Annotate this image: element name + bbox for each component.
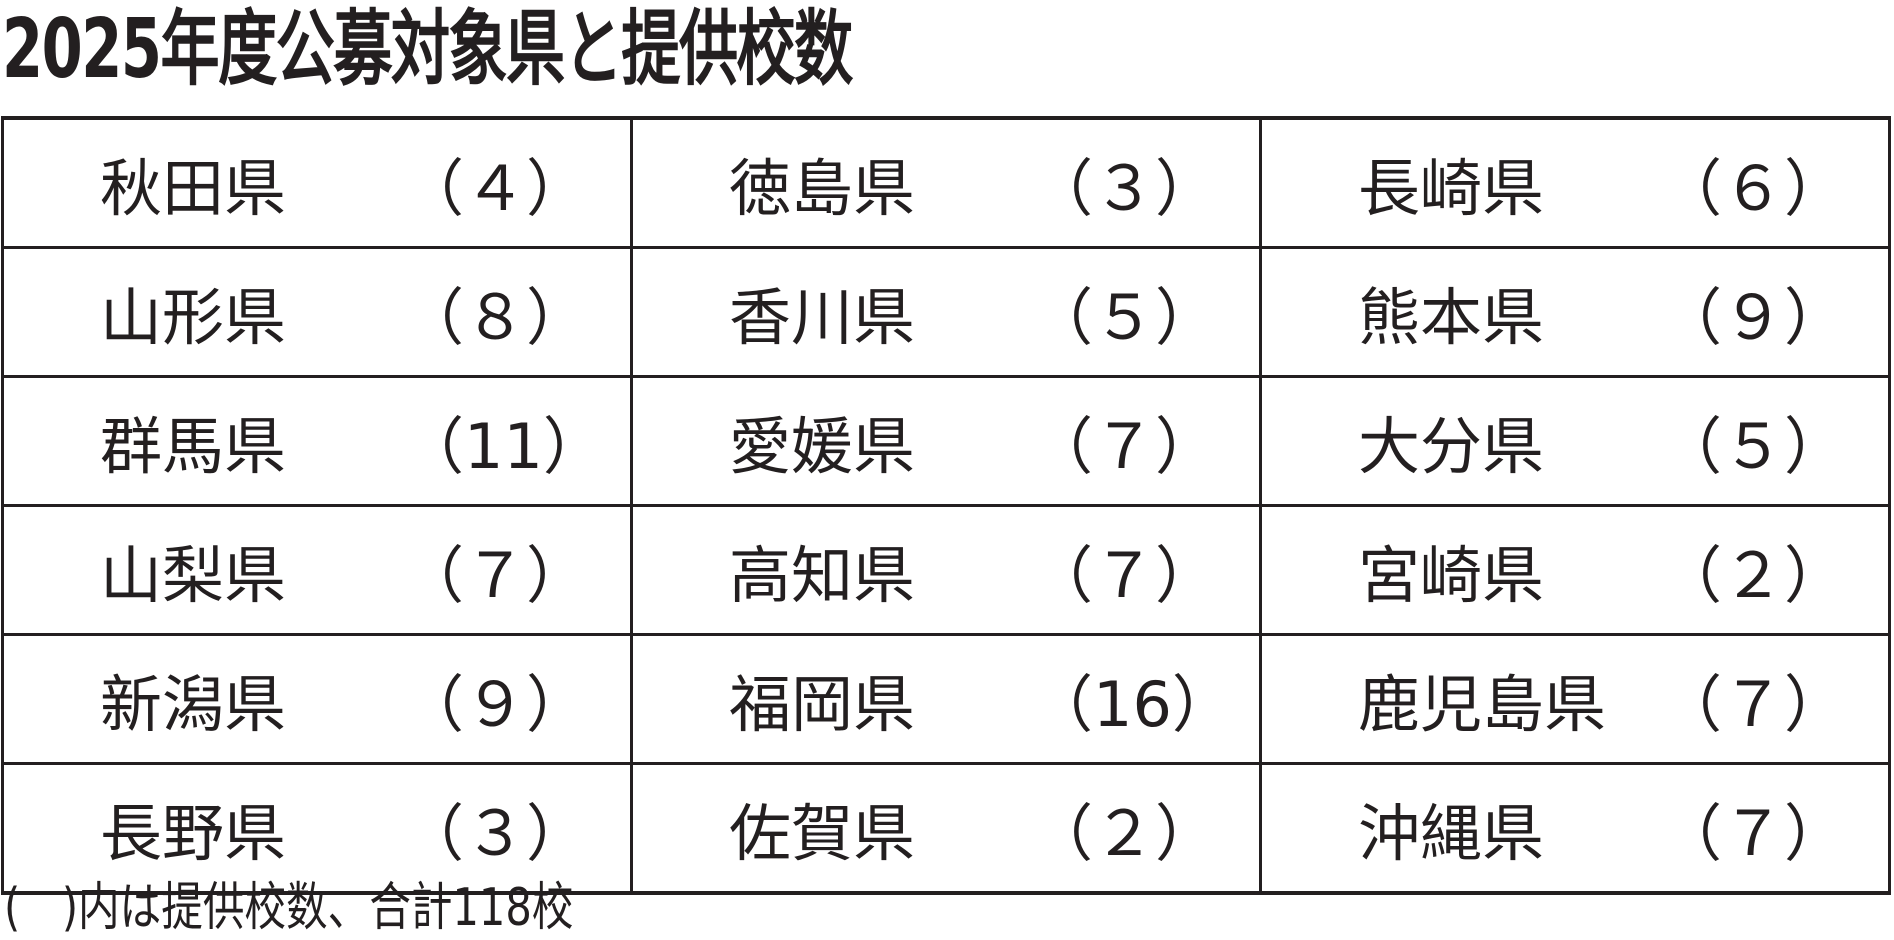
prefecture-name: 熊本県 [1358, 281, 1545, 354]
school-count: （６） [1660, 152, 1847, 225]
school-count: （２） [1660, 539, 1847, 612]
prefecture-cell: 徳島県 （３） [630, 116, 1262, 249]
school-count: （２） [1031, 797, 1218, 870]
footnote: ( )内は提供校数、合計118校 [4, 878, 574, 938]
school-count: （７） [1031, 539, 1218, 612]
prefecture-cell: 長崎県 （６） [1259, 116, 1891, 249]
prefecture-cell: 長野県 （３） [1, 762, 633, 895]
prefecture-name: 香川県 [729, 281, 916, 354]
prefecture-name: 福岡県 [729, 668, 916, 741]
table-row: 山梨県 （７） 高知県 （７） 宮崎県 （２） [1, 504, 1891, 636]
prefecture-name: 長崎県 [1358, 152, 1545, 225]
prefecture-name: 徳島県 [729, 152, 916, 225]
school-count: （11） [402, 410, 605, 483]
prefecture-name: 新潟県 [100, 668, 287, 741]
school-count: （５） [1660, 410, 1847, 483]
school-count: （16） [1031, 668, 1234, 741]
prefecture-name: 秋田県 [100, 152, 287, 225]
school-count: （５） [1031, 281, 1218, 354]
school-count: （７） [402, 539, 589, 612]
prefecture-cell: 大分県 （５） [1259, 375, 1891, 507]
prefecture-name: 愛媛県 [729, 410, 916, 483]
prefecture-name: 高知県 [729, 539, 916, 612]
prefecture-cell: 愛媛県 （７） [630, 375, 1262, 507]
prefecture-cell: 秋田県 （４） [1, 116, 633, 249]
prefecture-name: 群馬県 [100, 410, 287, 483]
school-count: （７） [1660, 797, 1847, 870]
prefecture-name: 佐賀県 [729, 797, 916, 870]
school-count: （９） [402, 668, 589, 741]
prefecture-name: 山梨県 [100, 539, 287, 612]
prefecture-cell: 高知県 （７） [630, 504, 1262, 636]
prefecture-cell: 群馬県 （11） [1, 375, 633, 507]
prefecture-cell: 宮崎県 （２） [1259, 504, 1891, 636]
school-count: （７） [1660, 668, 1847, 741]
prefecture-name: 沖縄県 [1358, 797, 1545, 870]
school-count: （８） [402, 281, 589, 354]
school-count: （３） [402, 797, 589, 870]
table-row: 山形県 （８） 香川県 （５） 熊本県 （９） [1, 246, 1891, 378]
school-count: （９） [1660, 281, 1847, 354]
prefecture-cell: 山梨県 （７） [1, 504, 633, 636]
prefecture-cell: 沖縄県 （７） [1259, 762, 1891, 895]
prefecture-cell: 福岡県 （16） [630, 633, 1262, 765]
table-row: 新潟県 （９） 福岡県 （16） 鹿児島県 （７） [1, 633, 1891, 765]
prefecture-name: 宮崎県 [1358, 539, 1545, 612]
table-row: 群馬県 （11） 愛媛県 （７） 大分県 （５） [1, 375, 1891, 507]
table-row: 秋田県 （４） 徳島県 （３） 長崎県 （６） [1, 116, 1891, 249]
prefecture-name: 鹿児島県 [1358, 668, 1607, 741]
prefecture-cell: 佐賀県 （２） [630, 762, 1262, 895]
prefecture-cell: 山形県 （８） [1, 246, 633, 378]
prefecture-cell: 鹿児島県 （７） [1259, 633, 1891, 765]
prefecture-table: 秋田県 （４） 徳島県 （３） 長崎県 （６） 山形県 （８） 香川県 （５） 熊本県 （９） 群馬県 （… [1, 116, 1891, 895]
prefecture-cell: 香川県 （５） [630, 246, 1262, 378]
prefecture-cell: 新潟県 （９） [1, 633, 633, 765]
prefecture-name: 大分県 [1358, 410, 1545, 483]
school-count: （７） [1031, 410, 1218, 483]
school-count: （４） [402, 152, 589, 225]
table-row: 長野県 （３） 佐賀県 （２） 沖縄県 （７） [1, 762, 1891, 895]
school-count: （３） [1031, 152, 1218, 225]
prefecture-cell: 熊本県 （９） [1259, 246, 1891, 378]
prefecture-name: 長野県 [100, 797, 287, 870]
prefecture-name: 山形県 [100, 281, 287, 354]
page-title: 2025年度公募対象県と提供校数 [2, 2, 853, 97]
